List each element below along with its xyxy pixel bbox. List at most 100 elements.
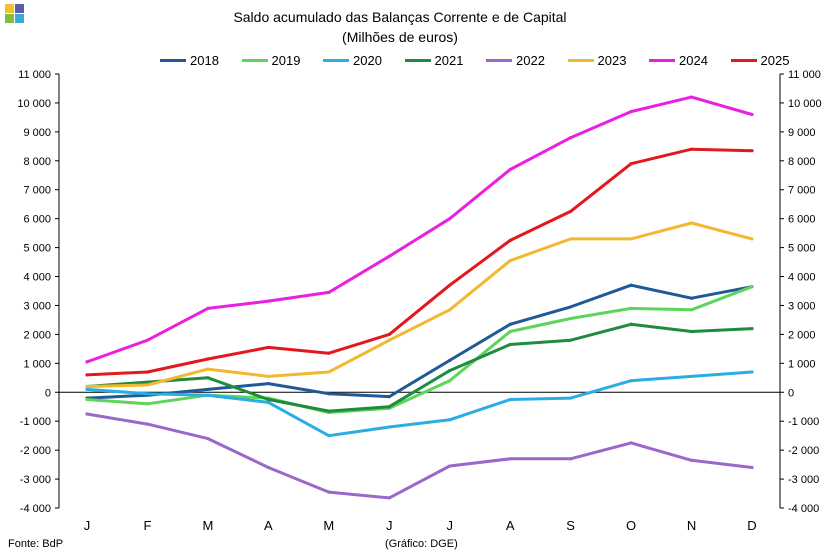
y-tick-label-right: -4 000 (788, 503, 819, 515)
data-point-2019 (629, 306, 633, 310)
chart-title: Saldo acumulado das Balanças Corrente e … (233, 9, 567, 25)
y-tick-label-right: 11 000 (788, 69, 821, 81)
y-tick-label-left: -3 000 (20, 474, 51, 486)
data-point-2020 (569, 396, 573, 400)
y-tick-label-left: 0 (45, 387, 51, 399)
data-point-2018 (448, 358, 452, 363)
data-point-2022 (629, 441, 633, 445)
bdp-logo-icon (5, 4, 25, 24)
y-tick-label-left: -4 000 (20, 503, 51, 515)
y-tick-label-right: 7 000 (788, 185, 816, 197)
data-point-2024 (266, 299, 270, 303)
y-tick-label-right: -3 000 (788, 474, 819, 486)
legend-swatch (730, 59, 757, 62)
y-tick-label-right: 0 (788, 387, 794, 399)
data-point-2023 (206, 367, 210, 371)
data-point-2022 (387, 496, 391, 500)
legend-swatch (649, 59, 675, 62)
series-line-2021 (85, 322, 754, 413)
x-tick-label: S (566, 518, 575, 533)
y-tick-label-right: 6 000 (788, 214, 816, 226)
legend-item-2025: 2025 (730, 53, 789, 68)
legend-label: 2023 (597, 53, 627, 68)
y-tick-label-left: 11 000 (18, 69, 51, 81)
legend-swatch (486, 59, 512, 62)
data-point-2024 (387, 254, 391, 258)
data-point-2021 (569, 338, 573, 342)
data-point-2025 (206, 357, 210, 361)
y-tick-label-right: 8 000 (788, 156, 816, 168)
data-point-2018 (266, 381, 270, 386)
y-tick-label-right: 9 000 (788, 127, 816, 139)
data-point-2020 (448, 418, 452, 422)
data-point-2021 (266, 397, 270, 402)
legend-swatch (241, 59, 268, 62)
data-point-2023 (85, 384, 89, 389)
data-point-2025 (689, 147, 694, 151)
data-point-2021 (327, 409, 331, 413)
data-point-2018 (689, 296, 694, 300)
credit-note: (Gráfico: DGE) (385, 538, 458, 550)
data-point-2025 (327, 351, 331, 355)
data-point-2025 (145, 370, 150, 374)
x-tick-label: A (264, 518, 273, 533)
data-point-2023 (145, 383, 150, 387)
data-point-2023 (689, 221, 694, 225)
data-point-2018 (508, 322, 512, 326)
data-point-2019 (145, 402, 150, 406)
data-point-2020 (629, 379, 633, 383)
y-tick-label-left: 10 000 (17, 98, 51, 110)
y-tick-label-right: 3 000 (788, 300, 816, 312)
y-tick-label-left: 2 000 (23, 329, 51, 341)
legend-label: 2024 (679, 53, 708, 68)
data-point-2022 (508, 457, 512, 461)
data-point-2023 (266, 374, 270, 378)
data-point-2024 (629, 110, 633, 114)
data-point-2022 (750, 465, 754, 470)
data-point-2025 (569, 209, 573, 214)
y-tick-label-right: 2 000 (788, 329, 816, 341)
y-tick-label-right: -1 000 (788, 416, 819, 428)
data-point-2018 (206, 387, 210, 391)
series-line-2023 (85, 221, 754, 388)
data-point-2024 (750, 112, 754, 117)
x-tick-label: M (323, 518, 334, 533)
data-point-2022 (448, 464, 452, 468)
legend-item-2023: 2023 (567, 53, 627, 68)
legend-item-2019: 2019 (241, 53, 300, 68)
y-tick-label-right: -2 000 (788, 445, 819, 457)
data-point-2020 (206, 393, 210, 397)
x-tick-label: A (506, 518, 515, 533)
series-line-2020 (85, 370, 754, 438)
y-tick-label-left: 6 000 (23, 214, 51, 226)
data-point-2024 (569, 136, 573, 140)
data-point-2024 (85, 360, 89, 364)
data-point-2020 (508, 397, 512, 402)
data-point-2025 (508, 238, 512, 242)
legend-swatch (160, 59, 186, 62)
data-point-2024 (327, 290, 331, 295)
data-point-2020 (750, 370, 754, 374)
series-line-2024 (85, 95, 754, 364)
legend-swatch (323, 59, 349, 62)
data-point-2023 (508, 259, 512, 263)
data-point-2019 (750, 285, 754, 289)
data-point-2021 (145, 380, 150, 384)
series-line-2025 (85, 147, 754, 377)
y-tick-label-right: 5 000 (788, 243, 816, 255)
data-point-2022 (689, 458, 694, 462)
chart-subtitle: (Milhões de euros) (342, 29, 458, 45)
data-point-2019 (569, 316, 573, 321)
data-point-2025 (266, 345, 270, 350)
y-tick-label-left: 4 000 (23, 272, 51, 284)
x-tick-label: D (747, 518, 756, 533)
x-tick-label: J (386, 518, 393, 533)
y-tick-label-left: -2 000 (20, 445, 51, 457)
y-tick-label-left: 7 000 (23, 185, 51, 197)
data-point-2019 (689, 308, 694, 312)
data-point-2019 (85, 397, 89, 402)
data-point-2020 (387, 425, 391, 429)
y-tick-label-left: 3 000 (23, 300, 51, 312)
data-point-2024 (689, 95, 694, 99)
data-point-2018 (387, 395, 391, 399)
